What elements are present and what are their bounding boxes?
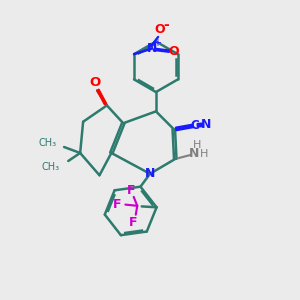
Text: F: F — [127, 184, 135, 197]
Text: -: - — [163, 18, 169, 32]
Text: O: O — [89, 76, 100, 89]
Text: H: H — [200, 148, 208, 159]
Text: C: C — [191, 119, 200, 132]
Text: +: + — [153, 38, 161, 48]
Text: N: N — [188, 147, 199, 160]
Text: O: O — [154, 23, 165, 36]
Text: CH₃: CH₃ — [41, 162, 59, 172]
Text: N: N — [147, 42, 157, 55]
Text: N: N — [200, 118, 211, 131]
Text: F: F — [113, 198, 122, 211]
Text: H: H — [193, 140, 201, 150]
Text: F: F — [129, 216, 137, 229]
Text: N: N — [145, 167, 155, 180]
Text: CH₃: CH₃ — [38, 138, 56, 148]
Text: O: O — [169, 45, 179, 58]
